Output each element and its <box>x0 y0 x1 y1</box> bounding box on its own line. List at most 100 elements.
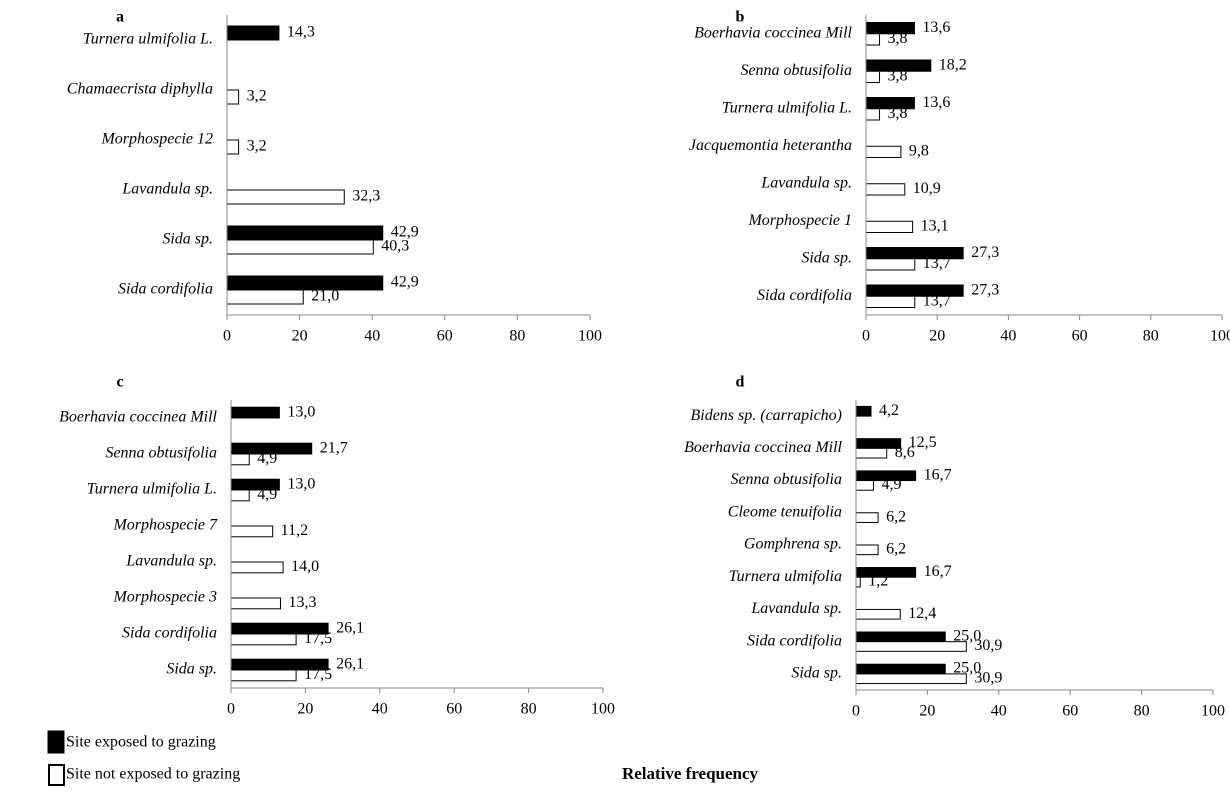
value-label: 18,2 <box>939 56 967 73</box>
bar <box>230 453 250 466</box>
bar <box>855 447 888 459</box>
panel-title: b <box>736 9 745 26</box>
bar <box>855 631 946 643</box>
x-axis-title: Relative frequency <box>622 764 759 783</box>
legend-label: Site not exposed to grazing <box>66 766 240 783</box>
bar <box>226 289 304 305</box>
x-tick-label: 100 <box>1210 328 1230 345</box>
category-label: Boerhavia coccinea Mill <box>59 409 217 426</box>
x-tick-label: 60 <box>1062 703 1078 720</box>
bar <box>855 576 861 588</box>
value-label: 32,3 <box>352 188 380 205</box>
value-label: 6,2 <box>886 508 906 525</box>
bar <box>226 89 240 105</box>
value-label: 13,1 <box>921 218 949 235</box>
category-label: Cleome tenuifolia <box>728 503 842 520</box>
bar <box>855 641 967 652</box>
category-label: Morphospecie 1 <box>747 212 852 229</box>
x-tick-label: 40 <box>1000 328 1016 345</box>
value-label: 14,0 <box>291 558 319 575</box>
category-label: Sida cordifolia <box>122 625 217 642</box>
bar <box>226 239 374 255</box>
category-label: Lavandula sp. <box>750 600 842 617</box>
category-label: Turnera ulmifolia L. <box>87 481 217 498</box>
bar <box>855 673 967 685</box>
x-tick-label: 60 <box>1072 328 1088 345</box>
category-label: Sida sp. <box>162 231 213 248</box>
category-label: Turnera ulmifolia L. <box>83 31 213 48</box>
bar <box>230 406 280 419</box>
x-tick-label: 80 <box>509 328 525 345</box>
bar <box>230 561 284 574</box>
bar <box>226 139 240 155</box>
value-label: 6,2 <box>886 541 906 558</box>
category-label: Sida sp. <box>166 661 217 678</box>
value-label: 4,9 <box>257 450 277 467</box>
bar <box>230 525 274 538</box>
x-tick-label: 100 <box>578 328 602 345</box>
bar <box>865 258 916 271</box>
panel-title: d <box>736 374 745 391</box>
category-label: Lavandula sp. <box>121 181 213 198</box>
value-label: 26,1 <box>336 619 364 636</box>
bar <box>865 145 902 158</box>
value-label: 3,2 <box>247 88 267 105</box>
x-tick-label: 40 <box>991 703 1007 720</box>
x-tick-label: 80 <box>1143 328 1159 345</box>
value-label: 13,7 <box>923 293 951 310</box>
value-label: 17,5 <box>304 666 332 683</box>
bar <box>230 489 250 502</box>
x-tick-label: 0 <box>862 328 870 345</box>
value-label: 16,7 <box>924 466 952 483</box>
value-label: 42,9 <box>391 224 419 241</box>
x-tick-label: 100 <box>591 701 615 718</box>
category-label: Morphospecie 12 <box>100 131 213 148</box>
bar <box>855 512 879 523</box>
value-label: 17,5 <box>304 630 332 647</box>
x-tick-label: 20 <box>919 703 935 720</box>
panel-title: c <box>116 374 123 391</box>
value-label: 4,9 <box>881 476 901 493</box>
category-label: Sida sp. <box>791 665 842 682</box>
value-label: 4,2 <box>879 402 899 419</box>
bar <box>230 669 297 682</box>
bar <box>855 608 901 620</box>
category-label: Morphospecie 3 <box>112 589 217 606</box>
bar <box>230 633 297 646</box>
value-label: 21,0 <box>311 288 339 305</box>
value-label: 30,9 <box>974 637 1002 654</box>
category-label: Morphospecie 7 <box>112 517 218 534</box>
x-tick-label: 20 <box>292 328 308 345</box>
value-label: 10,9 <box>913 180 941 197</box>
value-label: 30,9 <box>974 669 1002 686</box>
category-label: Turnera ulmifolia <box>729 568 842 585</box>
category-label: Gomphrena sp. <box>744 536 842 553</box>
value-label: 13,3 <box>288 594 316 611</box>
bar <box>865 70 881 83</box>
bar <box>865 33 881 46</box>
value-label: 3,8 <box>888 68 908 85</box>
bar <box>865 183 906 196</box>
value-label: 13,7 <box>923 255 951 272</box>
category-label: Bidens sp. (carrapicho) <box>690 407 842 424</box>
category-label: Turnera ulmifolia L. <box>722 99 852 116</box>
value-label: 27,3 <box>971 244 999 261</box>
bar <box>855 480 874 491</box>
value-label: 1,2 <box>868 573 888 590</box>
bar <box>855 544 879 556</box>
category-label: Chamaecrista diphylla <box>67 81 213 98</box>
value-label: 12,5 <box>909 434 937 451</box>
category-label: Senna obtusifolia <box>730 471 842 488</box>
x-tick-label: 60 <box>437 328 453 345</box>
category-label: Sida cordifolia <box>747 632 842 649</box>
category-label: Senna obtusifolia <box>105 445 217 462</box>
bar <box>226 25 280 41</box>
panel-title: a <box>116 9 124 26</box>
x-tick-label: 100 <box>1201 703 1225 720</box>
bar <box>226 225 384 241</box>
bar <box>226 189 345 205</box>
category-label: Sida cordifolia <box>757 287 852 304</box>
value-label: 27,3 <box>971 281 999 298</box>
bar <box>855 663 946 675</box>
